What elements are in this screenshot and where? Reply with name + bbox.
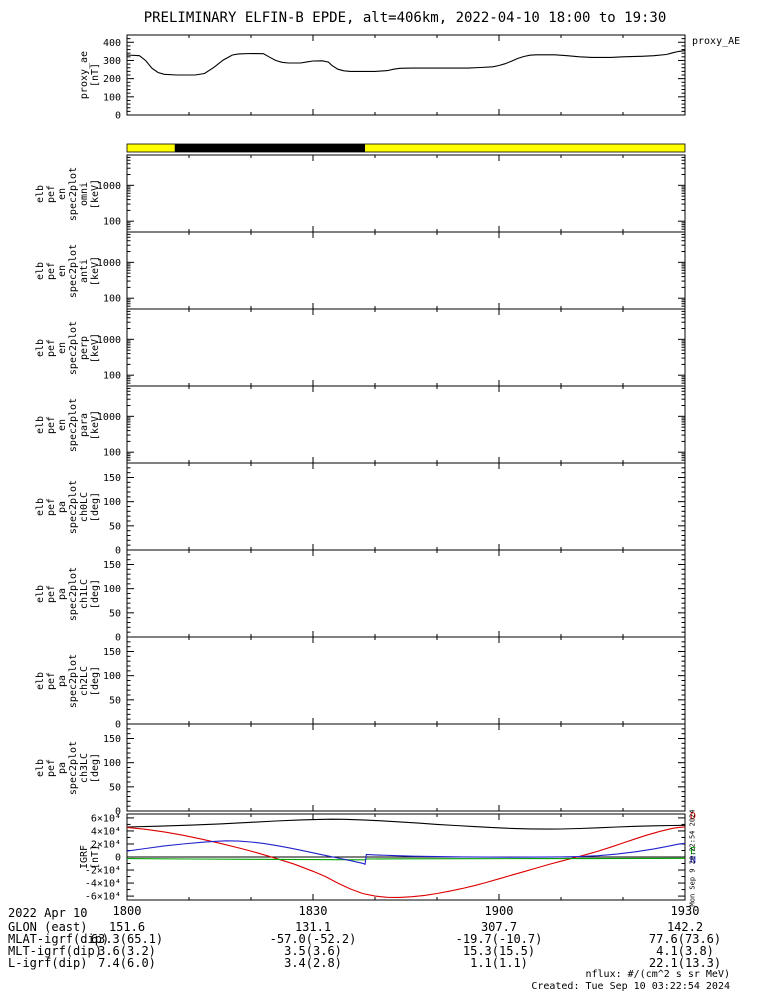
en_perp-frame	[126, 308, 686, 387]
pa_ch2lc-frame	[126, 636, 686, 725]
en_perp-y-tick-label: 100	[103, 371, 121, 382]
proxy_ae-y-tick-label: 100	[103, 92, 121, 103]
page-title: PRELIMINARY ELFIN-B EPDE, alt=406km, 202…	[143, 10, 667, 26]
proxy_ae-y-tick-label: 400	[103, 38, 121, 49]
var-row-value: 4.1(3.8)	[656, 944, 714, 958]
igrf-series-E	[126, 857, 686, 861]
igrf-series-Bt	[126, 818, 686, 830]
proxy_ae-y-tick-label: 200	[103, 74, 121, 85]
pa_ch1lc-frame	[126, 549, 686, 638]
en_omni-y-tick-label: 100	[103, 217, 121, 228]
en_perp-y-tick-label: 1000	[97, 335, 121, 346]
pa_ch2lc-y-tick-label: 0	[115, 720, 121, 731]
igrf-y-tick-label: 6×10⁴	[91, 813, 121, 824]
var-row-value: 151.6	[108, 920, 146, 934]
x-tick-label: 1900	[484, 904, 514, 918]
status-bar-frame	[126, 143, 686, 153]
pa_ch2lc-y-tick-label: 150	[103, 647, 121, 658]
var-row-value: -19.7(-10.7)	[455, 932, 543, 946]
var-row-value: 22.1(13.3)	[648, 956, 722, 970]
pa_ch0lc-y-tick-label: 150	[103, 473, 121, 484]
created-note: Created: Tue Sep 10 03:22:54 2024	[531, 981, 730, 992]
var-row-label: MLAT-igrf(dip)	[8, 932, 110, 946]
igrf-legend-E: E	[690, 846, 696, 857]
pa_ch1lc-y-tick-label: 100	[103, 584, 121, 595]
var-row-label: L-igrf(dip)	[8, 956, 88, 970]
en_para-y-tick-label: 1000	[97, 412, 121, 423]
en_omni-frame	[126, 154, 686, 233]
en_anti-y-tick-label: 1000	[97, 258, 121, 269]
pa_ch3lc-y-tick-label: 50	[109, 782, 121, 793]
igrf-series-N	[126, 840, 686, 865]
pa_ch3lc-y-tick-label: 100	[103, 758, 121, 769]
igrf-y-tick-label: -6×10⁴	[85, 892, 121, 903]
pa_ch2lc-y-tick-label: 50	[109, 695, 121, 706]
en_omni-y-tick-label: 1000	[97, 181, 121, 192]
proxy-ae-legend-label: proxy_AE	[692, 36, 741, 47]
pa_ch0lc-y-tick-label: 0	[115, 546, 121, 557]
pa_ch0lc-frame	[126, 462, 686, 551]
pa_ch3lc-y-tick-label: 0	[115, 807, 121, 818]
proxy_ae-y-tick-label: 0	[115, 111, 121, 122]
date-label: 2022 Apr 10	[8, 906, 88, 920]
igrf-y-tick-label: -4×10⁴	[85, 879, 121, 890]
var-row-value: 3.5(3.6)	[284, 944, 342, 958]
pa_ch1lc-y-tick-label: 150	[103, 560, 121, 571]
pa_ch3lc-y-tick-label: 150	[103, 734, 121, 745]
x-tick-label: 1830	[298, 904, 328, 918]
igrf-y-tick-label: 2×10⁴	[91, 839, 121, 850]
pa_ch3lc-frame	[126, 723, 686, 812]
en_anti-frame	[126, 231, 686, 310]
pa_ch2lc-y-tick-label: 100	[103, 671, 121, 682]
pa_ch0lc-y-tick-label: 100	[103, 497, 121, 508]
proxy_ae-y-tick-label: 300	[103, 56, 121, 67]
en_anti-y-tick-label: 100	[103, 294, 121, 305]
status-bar-segment	[127, 144, 175, 152]
proxy_ae-series-proxy_AE	[126, 50, 686, 76]
var-row-value: 307.7	[480, 920, 518, 934]
status-bar-segment	[365, 144, 685, 152]
x-tick-label: 1930	[670, 904, 700, 918]
var-row-value: 63.3(65.1)	[90, 932, 164, 946]
var-row-value: 15.3(15.5)	[462, 944, 536, 958]
var-row-value: 131.1	[294, 920, 332, 934]
var-row-label: MLT-igrf(dip)	[8, 944, 102, 958]
proxy_ae-frame	[126, 34, 686, 116]
var-row-value: 1.1(1.1)	[470, 956, 528, 970]
igrf-series-D	[126, 826, 686, 898]
pa_ch1lc-y-tick-label: 50	[109, 608, 121, 619]
en_para-frame	[126, 385, 686, 464]
x-tick-label: 1800	[112, 904, 142, 918]
var-row-value: -57.0(-52.2)	[269, 932, 357, 946]
var-row-value: 3.6(3.2)	[98, 944, 156, 958]
igrf-y-tick-label: 4×10⁴	[91, 826, 121, 837]
en_para-y-tick-label: 100	[103, 448, 121, 459]
status-bar-segment	[174, 144, 366, 152]
igrf-y-tick-label: -2×10⁴	[85, 866, 121, 877]
var-row-value: 3.4(2.8)	[284, 956, 342, 970]
units-note: nflux: #/(cm^2 s sr MeV)	[585, 969, 731, 980]
var-row-label: GLON (east)	[8, 920, 88, 934]
igrf-legend-D: D	[690, 811, 696, 822]
igrf-y-tick-label: 0	[115, 853, 121, 864]
var-row-value: 77.6(73.6)	[648, 932, 722, 946]
pa_ch1lc-y-tick-label: 0	[115, 633, 121, 644]
igrf-legend-N: N	[690, 855, 696, 866]
var-row-value: 142.2	[666, 920, 704, 934]
var-row-value: 7.4(6.0)	[98, 956, 156, 970]
pa_ch0lc-y-tick-label: 50	[109, 521, 121, 532]
